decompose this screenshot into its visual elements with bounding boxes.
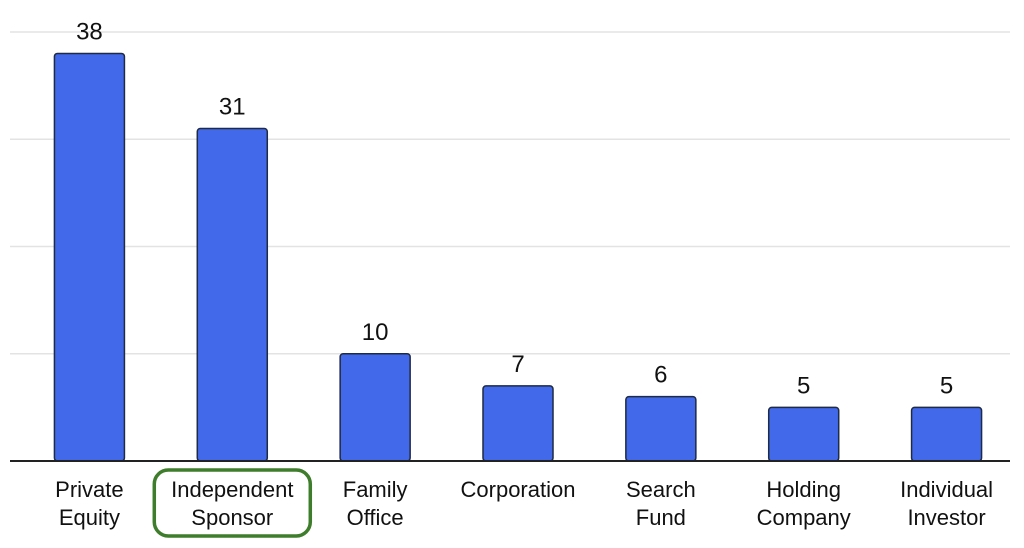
highlight-outline (152, 468, 313, 538)
category-label: Individual Investor (900, 477, 993, 530)
bar (339, 353, 411, 462)
category-label: Corporation (461, 477, 576, 502)
data-label: 5 (797, 372, 810, 399)
bar (625, 395, 697, 462)
data-label: 5 (940, 372, 953, 399)
category-label: Independent Sponsor (171, 477, 293, 530)
category-label: Family Office (343, 477, 408, 530)
category-label: Private Equity (55, 477, 123, 530)
bar (482, 385, 554, 462)
data-label: 7 (511, 351, 524, 378)
category-label: Holding Company (757, 477, 851, 530)
data-labels: 38 31 10 7 6 5 5 (76, 18, 953, 399)
data-label: 38 (76, 18, 103, 45)
bars (53, 52, 983, 462)
bar (53, 52, 126, 462)
bar (910, 406, 983, 462)
bar (767, 406, 840, 462)
gridlines (10, 31, 1010, 355)
bar (196, 127, 269, 462)
category-label: Search Fund (626, 477, 696, 530)
category-labels: Private Equity Independent Sponsor Family Off… (55, 468, 993, 538)
data-label: 6 (654, 362, 667, 389)
data-label: 10 (362, 319, 389, 346)
data-label: 31 (219, 94, 246, 121)
